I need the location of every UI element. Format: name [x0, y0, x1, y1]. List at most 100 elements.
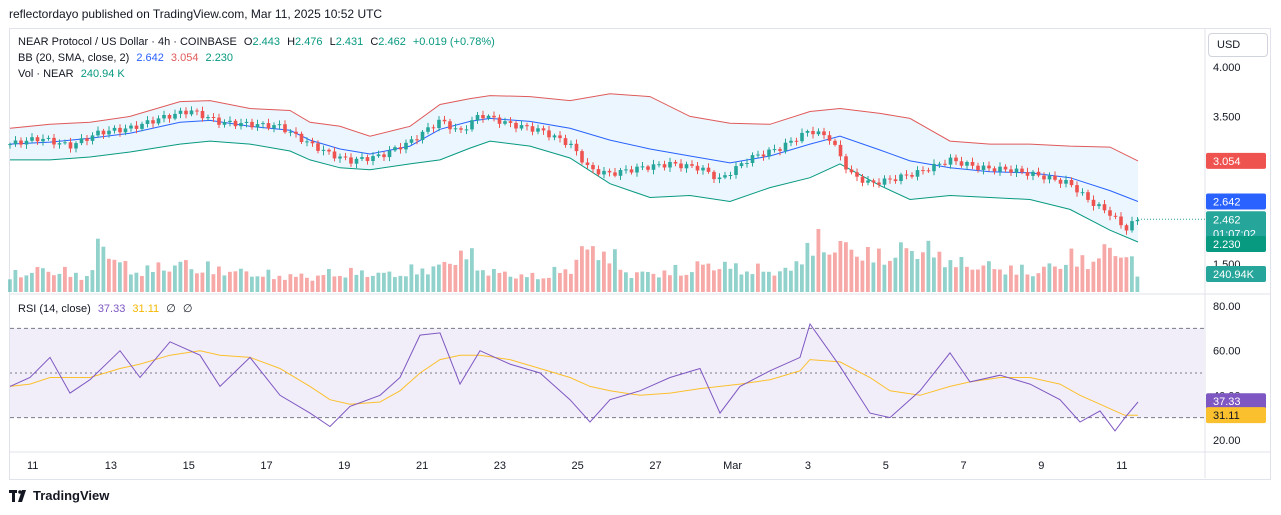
- candle-body: [822, 131, 826, 136]
- volume-bar: [618, 269, 623, 292]
- volume-bar: [63, 266, 67, 292]
- volume-bar: [805, 242, 810, 292]
- candle-body: [1069, 180, 1074, 186]
- volume-bar: [1135, 276, 1140, 292]
- candle-body: [145, 120, 150, 124]
- candle-body: [222, 122, 227, 125]
- rsi-label[interactable]: RSI (14, close): [18, 303, 91, 315]
- candle-body: [1014, 168, 1019, 173]
- candle-body: [426, 127, 430, 132]
- candle-body: [30, 137, 34, 141]
- volume-bar: [145, 265, 150, 292]
- candle-body: [789, 140, 793, 143]
- candle-body: [910, 175, 914, 177]
- volume-bar: [162, 270, 166, 292]
- candle-body: [585, 162, 590, 165]
- candle-body: [316, 143, 320, 151]
- candle-body: [79, 138, 84, 144]
- volume-bar: [514, 278, 518, 292]
- volume-bar: [607, 263, 612, 292]
- candle-body: [1124, 225, 1129, 231]
- bb-label[interactable]: BB (20, SMA, close, 2): [18, 52, 130, 64]
- volume-bar: [272, 279, 276, 292]
- candle-body: [745, 163, 749, 164]
- volume-bar: [673, 265, 678, 292]
- volume-bar: [585, 249, 590, 292]
- candle-body: [1080, 192, 1085, 194]
- bb-upper-badge: 3.054: [1213, 156, 1241, 168]
- candle-body: [470, 120, 474, 130]
- volume-bar: [250, 276, 254, 292]
- volume-bar: [756, 263, 760, 292]
- volume-bar: [195, 273, 199, 292]
- volume-bar: [1069, 248, 1074, 292]
- candle-body: [662, 164, 667, 168]
- candle-body: [1047, 175, 1052, 180]
- volume-badge: 240.94K: [1213, 269, 1255, 281]
- volume-bar: [178, 261, 183, 292]
- bb-upper-value: 3.054: [170, 52, 199, 64]
- high-label: H: [287, 36, 296, 48]
- vol-label[interactable]: Vol · NEAR: [18, 68, 74, 80]
- candle-body: [838, 144, 843, 157]
- candle-body: [1102, 204, 1107, 211]
- volume-bar: [525, 277, 529, 292]
- volume-bar: [866, 247, 870, 292]
- volume-bar: [508, 276, 513, 292]
- candle-body: [486, 115, 491, 119]
- time-tick-label: 27: [649, 460, 661, 472]
- volume-bar: [794, 261, 799, 292]
- volume-bar: [739, 274, 744, 292]
- volume-bar: [96, 238, 100, 292]
- volume-bar: [822, 252, 826, 292]
- candle-body: [1135, 220, 1140, 222]
- candle-body: [492, 115, 496, 118]
- time-tick-label: 25: [572, 460, 584, 472]
- volume-bar: [464, 259, 469, 292]
- volume-bar: [690, 272, 694, 292]
- candle-body: [1025, 172, 1030, 176]
- candle-body: [668, 162, 672, 168]
- candle-body: [800, 132, 804, 142]
- volume-bar: [1025, 274, 1030, 292]
- candle-body: [948, 157, 953, 165]
- candle-body: [354, 158, 359, 164]
- candle-body: [701, 167, 705, 171]
- candle-body: [943, 163, 947, 165]
- volume-bar: [1108, 247, 1112, 292]
- candle-body: [266, 123, 271, 129]
- change-value: +0.019 (+0.78%): [412, 36, 495, 48]
- candle-body: [35, 137, 40, 142]
- candle-body: [618, 170, 623, 176]
- candle-body: [184, 110, 188, 115]
- candle-body: [442, 119, 447, 122]
- candle-body: [123, 128, 128, 133]
- currency-button[interactable]: USD: [1208, 33, 1268, 57]
- symbol-name[interactable]: NEAR Protocol / US Dollar · 4h · COINBAS…: [18, 36, 237, 48]
- candle-body: [1042, 175, 1046, 180]
- volume-bar: [118, 262, 122, 292]
- candle-body: [420, 131, 425, 140]
- candle-body: [651, 164, 656, 170]
- candle-body: [508, 121, 513, 123]
- volume-bar: [723, 261, 727, 292]
- volume-bar: [206, 261, 210, 292]
- volume-bar: [1113, 256, 1118, 292]
- volume-bar: [915, 259, 920, 292]
- volume-bar: [35, 267, 40, 292]
- tradingview-logo-icon: [9, 489, 26, 502]
- time-tick-label: 7: [961, 460, 967, 472]
- volume-bar: [90, 270, 95, 292]
- volume-bar: [343, 277, 348, 292]
- last-price-badge: 2.462: [1213, 214, 1241, 226]
- volume-bar: [981, 265, 986, 292]
- volume-bar: [1058, 268, 1063, 292]
- candle-body: [310, 141, 315, 144]
- volume-bar: [635, 272, 639, 292]
- candle-body: [998, 166, 1002, 172]
- candle-body: [244, 121, 249, 123]
- volume-bar: [1009, 265, 1013, 292]
- volume-bar: [530, 272, 535, 292]
- candle-body: [981, 165, 986, 170]
